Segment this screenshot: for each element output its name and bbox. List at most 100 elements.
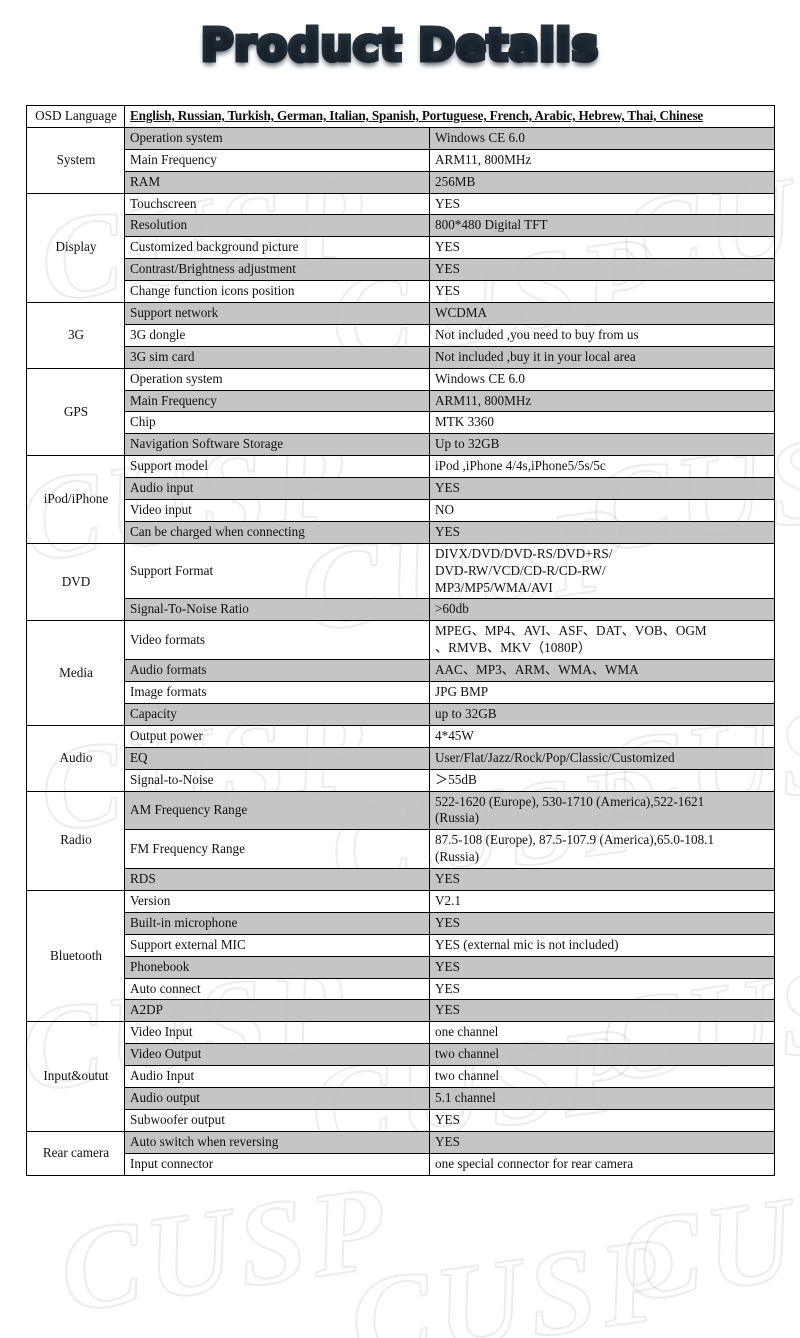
table-row: Image formats JPG BMP xyxy=(27,681,775,704)
table-row: Main Frequency ARM11, 800MHz xyxy=(27,389,775,413)
spec-value: 800*480 Digital TFT xyxy=(429,214,775,238)
spec-label: Subwoofer output xyxy=(124,1108,430,1132)
spec-value: MTK 3360 xyxy=(429,411,775,435)
spec-value: YES xyxy=(429,477,775,501)
spec-label: Contrast/Brightness adjustment xyxy=(124,258,430,282)
spec-label: 3G dongle xyxy=(124,323,430,347)
table-row: Can be charged when connecting YES xyxy=(27,520,775,544)
watermark-text: CUSP xyxy=(341,1209,689,1338)
table-row: Audio Input two channel xyxy=(27,1065,775,1088)
spec-value: User/Flat/Jazz/Rock/Pop/Classic/Customiz… xyxy=(429,746,775,770)
spec-label: Auto connect xyxy=(124,977,430,1001)
spec-value: WCDMA xyxy=(429,302,775,325)
spec-group-name: Bluetooth xyxy=(26,889,125,1023)
spec-label: Audio formats xyxy=(124,659,430,683)
table-row: Radio AM Frequency Range 522-1620 (Europe)… xyxy=(26,790,775,891)
spec-label: RDS xyxy=(124,868,430,891)
table-row: 3G sim card Not included ,buy it in your … xyxy=(27,345,775,369)
table-row: FM Frequency Range 87.5-108 (Europe), 87.… xyxy=(27,829,775,870)
spec-value: Windows CE 6.0 xyxy=(429,126,775,150)
page-title: Product Details xyxy=(201,20,599,71)
spec-group-name: DVD xyxy=(26,542,125,622)
spec-label: Main Frequency xyxy=(124,389,430,413)
spec-label: Audio output xyxy=(124,1086,430,1110)
spec-label: AM Frequency Range xyxy=(124,790,430,831)
table-row: Resolution 800*480 Digital TFT xyxy=(27,214,775,238)
spec-value: YES (external mic is not included) xyxy=(429,933,775,957)
spec-label: Customized background picture xyxy=(124,236,430,260)
table-row: GPS Operation system Windows CE 6.0 xyxy=(26,367,775,457)
spec-value: 256MB xyxy=(429,170,775,194)
spec-value: up to 32GB xyxy=(429,702,775,726)
spec-label: Phonebook xyxy=(124,955,430,979)
spec-value: Windows CE 6.0 xyxy=(429,367,775,391)
spec-label: Video Output xyxy=(124,1043,430,1067)
spec-label: Resolution xyxy=(124,214,430,238)
table-row: Rear camera Auto switch when reversing YES xyxy=(26,1130,775,1176)
spec-value: DIVX/DVD/DVD-RS/DVD+RS/DVD-RW/VCD/CD-R/C… xyxy=(429,542,775,600)
table-row: RAM 256MB xyxy=(27,170,775,194)
spec-value: YES xyxy=(429,280,775,304)
spec-label: Operation system xyxy=(124,367,430,391)
spec-label: A2DP xyxy=(124,999,430,1023)
osd-language-label: OSD Language xyxy=(26,105,125,128)
table-row: Bluetooth Version V2.1 xyxy=(26,889,775,1023)
spec-label: Video Input xyxy=(124,1021,430,1045)
spec-group-name: Radio xyxy=(26,790,125,891)
spec-label: Video formats xyxy=(124,620,430,661)
spec-label: 3G sim card xyxy=(124,345,430,369)
spec-value: YES xyxy=(429,1130,775,1154)
spec-label: Main Frequency xyxy=(124,148,430,172)
spec-label: Support Format xyxy=(124,542,430,600)
spec-label: Navigation Software Storage xyxy=(124,433,430,457)
spec-value: YES xyxy=(429,999,775,1023)
spec-label: Built-in microphone xyxy=(124,911,430,935)
table-row: RDS YES xyxy=(27,868,775,891)
spec-label: EQ xyxy=(124,746,430,770)
product-details-table: OSD Language English, Russian, Turkish, G… xyxy=(26,105,775,1176)
spec-value: ARM11, 800MHz xyxy=(429,389,775,413)
spec-label: Signal-to-Noise xyxy=(124,768,430,792)
osd-language-value: English, Russian, Turkish, German, Itali… xyxy=(124,105,775,128)
spec-label: RAM xyxy=(124,170,430,194)
spec-group-name: Audio xyxy=(26,724,125,792)
table-row: A2DP YES xyxy=(27,999,775,1023)
spec-value: YES xyxy=(429,911,775,935)
spec-value: YES xyxy=(429,520,775,544)
spec-value: YES xyxy=(429,192,775,216)
title-area: Product Details Product Details xyxy=(0,0,800,105)
table-row: Media Video formats MPEG、MP4、AVI、ASF、DAT、V… xyxy=(26,620,775,726)
table-row: Customized background picture YES xyxy=(27,236,775,260)
spec-label: Audio Input xyxy=(124,1065,430,1088)
table-row: Signal-To-Noise Ratio >60db xyxy=(27,598,775,622)
spec-group-name: System xyxy=(26,126,125,194)
spec-label: Capacity xyxy=(124,702,430,726)
spec-group-name: Rear camera xyxy=(26,1130,125,1176)
spec-label: Auto switch when reversing xyxy=(124,1130,430,1154)
spec-label: Support external MIC xyxy=(124,933,430,957)
table-row: Subwoofer output YES xyxy=(27,1108,775,1132)
spec-value: MPEG、MP4、AVI、ASF、DAT、VOB、OGM 、RMVB、MKV（10… xyxy=(429,620,775,661)
spec-value: NO xyxy=(429,499,775,522)
spec-label: Chip xyxy=(124,411,430,435)
spec-value: >60db xyxy=(429,598,775,622)
table-row: System Operation system Windows CE 6.0 xyxy=(26,126,775,194)
table-row: EQ User/Flat/Jazz/Rock/Pop/Classic/Custom… xyxy=(27,746,775,770)
table-row: 3G dongle Not included ,you need to buy f… xyxy=(27,323,775,347)
table-row: OSD Language English, Russian, Turkish, G… xyxy=(26,105,775,128)
table-row: Video Output two channel xyxy=(27,1043,775,1067)
table-row: Chip MTK 3360 xyxy=(27,411,775,435)
spec-value: iPod ,iPhone 4/4s,iPhone5/5s/5c xyxy=(429,455,775,479)
table-row: Change function icons position YES xyxy=(27,280,775,304)
table-row: Phonebook YES xyxy=(27,955,775,979)
spec-label: Support network xyxy=(124,302,430,325)
spec-group-name: Input&outut xyxy=(26,1021,125,1132)
spec-label: Support model xyxy=(124,455,430,479)
table-row: iPod/iPhone Support model iPod ,iPhone 4/4… xyxy=(26,455,775,544)
spec-value: 4*45W xyxy=(429,724,775,748)
spec-label: Image formats xyxy=(124,681,430,704)
spec-value: Not included ,buy it in your local area xyxy=(429,345,775,369)
spec-label: Operation system xyxy=(124,126,430,150)
spec-label: Output power xyxy=(124,724,430,748)
spec-group-name: Media xyxy=(26,620,125,726)
